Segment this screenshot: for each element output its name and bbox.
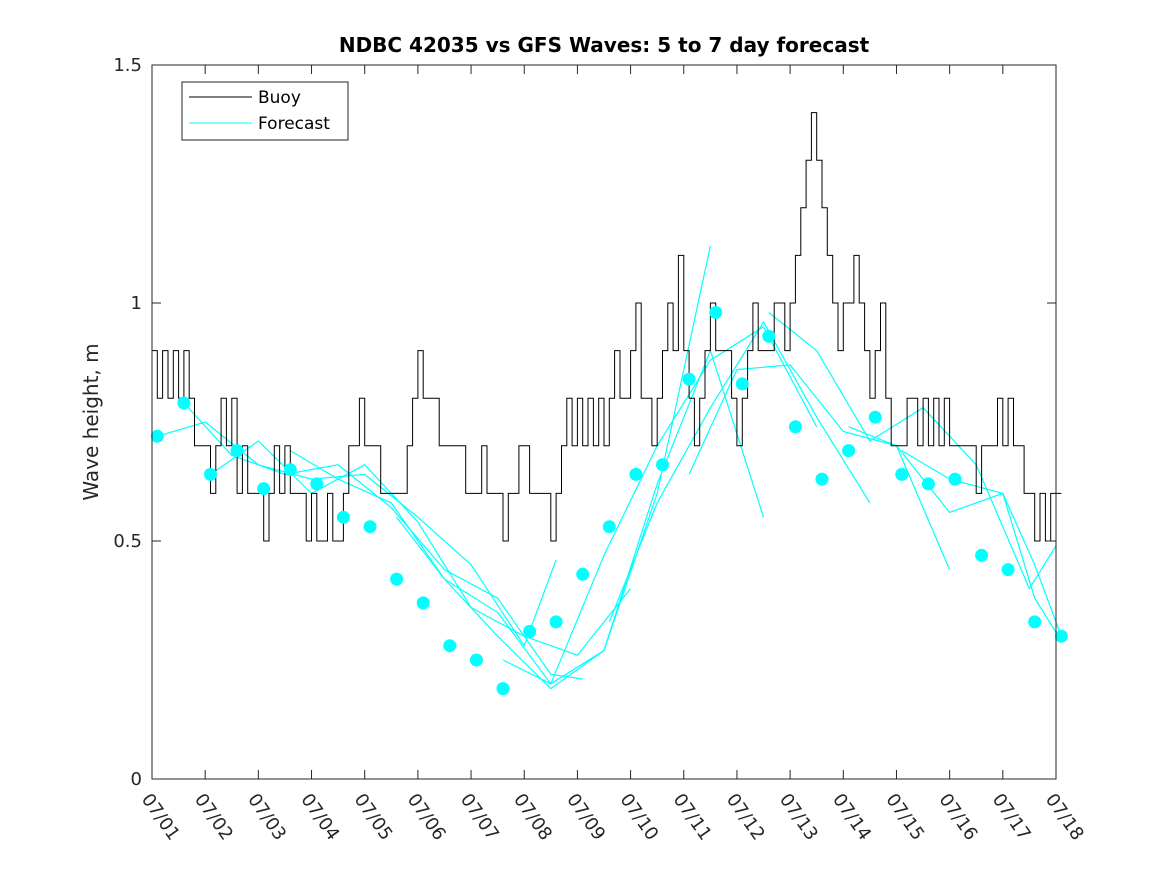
- forecast-point: [469, 653, 483, 667]
- forecast-point: [204, 467, 217, 481]
- forecast-point: [336, 510, 350, 524]
- forecast-point: [682, 372, 696, 386]
- forecast-point: [576, 567, 590, 581]
- forecast-run-line-0: [157, 421, 557, 648]
- forecast-point: [709, 306, 723, 319]
- forecast-point: [549, 615, 563, 629]
- legend-buoy-label: Buoy: [258, 88, 301, 108]
- forecast-point: [602, 520, 616, 534]
- y-tick-label: 0: [131, 769, 142, 790]
- forecast-point: [283, 463, 297, 477]
- series-layer: [150, 112, 1068, 696]
- forecast-point: [310, 477, 324, 491]
- buoy-series-line: [152, 112, 1062, 542]
- y-tick-label: 1: [131, 293, 142, 314]
- plot-frame: [151, 64, 1057, 780]
- forecast-run-line-2: [210, 440, 632, 656]
- forecast-point: [1028, 615, 1042, 629]
- forecast-run-line-7: [688, 364, 951, 570]
- forecast-point: [496, 682, 510, 696]
- y-tick-label: 1.5: [113, 55, 142, 76]
- forecast-point: [868, 410, 882, 424]
- forecast-point: [815, 472, 829, 486]
- forecast-run-line-10: [901, 450, 1062, 637]
- forecast-point: [230, 444, 244, 458]
- forecast-run-line-6: [608, 320, 871, 623]
- forecast-point: [735, 377, 749, 391]
- y-tick-label: 0.5: [113, 531, 142, 552]
- forecast-run-line-1: [183, 402, 583, 680]
- chart-title: NDBC 42035 vs GFS Waves: 5 to 7 day fore…: [339, 33, 870, 57]
- forecast-point: [842, 444, 856, 458]
- forecast-point: [390, 572, 404, 586]
- forecast-point: [443, 639, 457, 653]
- forecast-point: [921, 477, 935, 491]
- forecast-point: [1001, 563, 1015, 577]
- forecast-point: [257, 482, 271, 496]
- forecast-point: [895, 467, 909, 481]
- forecast-point: [1054, 629, 1068, 643]
- forecast-run-line-4: [396, 348, 765, 690]
- forecast-point: [523, 624, 537, 638]
- forecast-point: [177, 396, 191, 410]
- forecast-point: [416, 596, 430, 610]
- forecast-point: [948, 472, 962, 486]
- legend-box: [181, 81, 349, 141]
- legend-forecast-label: Forecast: [258, 114, 330, 134]
- forecast-point: [363, 520, 377, 534]
- forecast-run-line-9: [848, 426, 1062, 642]
- legend: Buoy Forecast: [181, 81, 349, 141]
- forecast-point: [975, 548, 989, 562]
- forecast-point: [629, 467, 643, 481]
- forecast-point: [150, 429, 164, 443]
- forecast-point: [762, 329, 776, 343]
- forecast-point: [788, 420, 802, 434]
- forecast-point: [656, 458, 669, 472]
- y-axis-label: Wave height, m: [79, 343, 103, 500]
